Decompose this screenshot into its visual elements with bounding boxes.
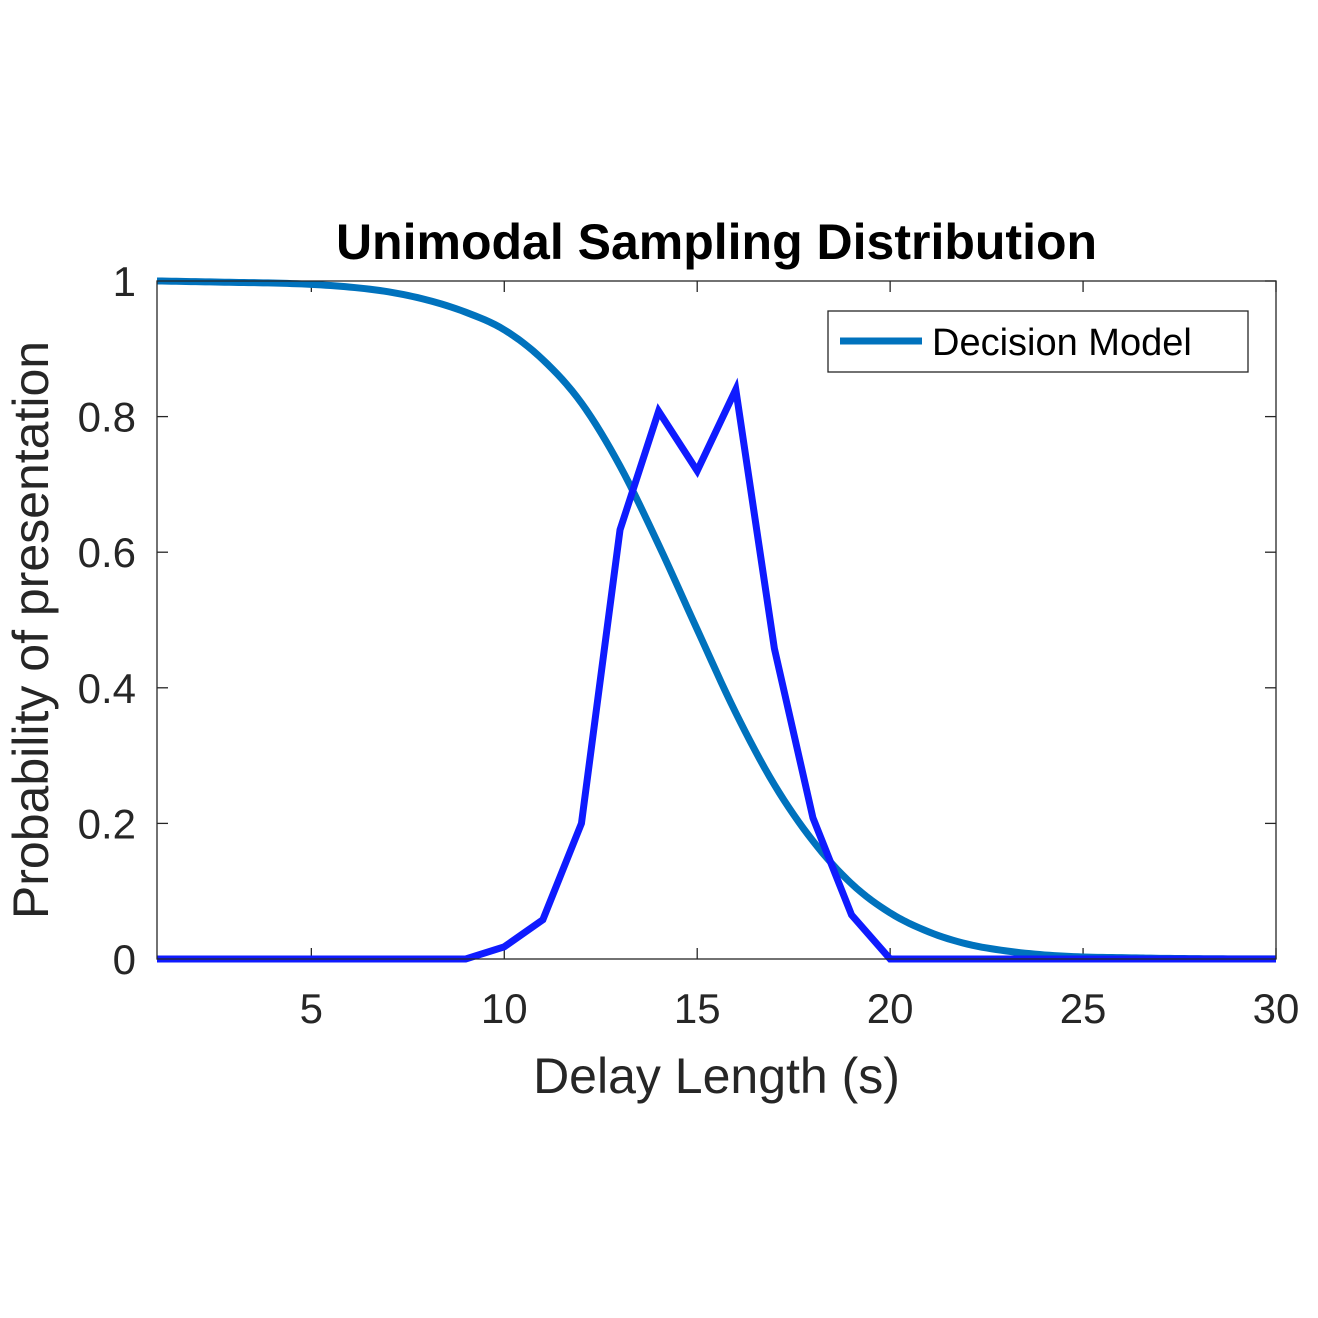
y-tick-label: 1	[113, 258, 136, 305]
y-tick-label: 0.6	[78, 529, 136, 576]
y-tick-label: 0.8	[78, 394, 136, 441]
y-tick-label: 0	[113, 936, 136, 983]
chart-title: Unimodal Sampling Distribution	[336, 214, 1097, 270]
x-tick-label: 5	[300, 985, 323, 1032]
x-tick-label: 10	[481, 985, 528, 1032]
plot-border	[156, 280, 1277, 960]
x-tick-label: 15	[674, 985, 721, 1032]
y-axis-label: Probability of presentation	[3, 341, 59, 919]
x-tick-label: 20	[867, 985, 914, 1032]
legend: Decision Model	[827, 310, 1249, 373]
tick-labels: 5 10 15 20 25 30 0 0.2 0.4 0.6 0.8 1	[78, 258, 1300, 1032]
plot-area	[157, 281, 1276, 959]
x-axis-label: Delay Length (s)	[533, 1048, 900, 1104]
x-tick-label: 25	[1060, 985, 1107, 1032]
y-tick-label: 0.4	[78, 665, 136, 712]
y-tick-label: 0.2	[78, 800, 136, 847]
legend-label-decision-model: Decision Model	[932, 322, 1192, 364]
x-tick-label: 30	[1253, 985, 1300, 1032]
